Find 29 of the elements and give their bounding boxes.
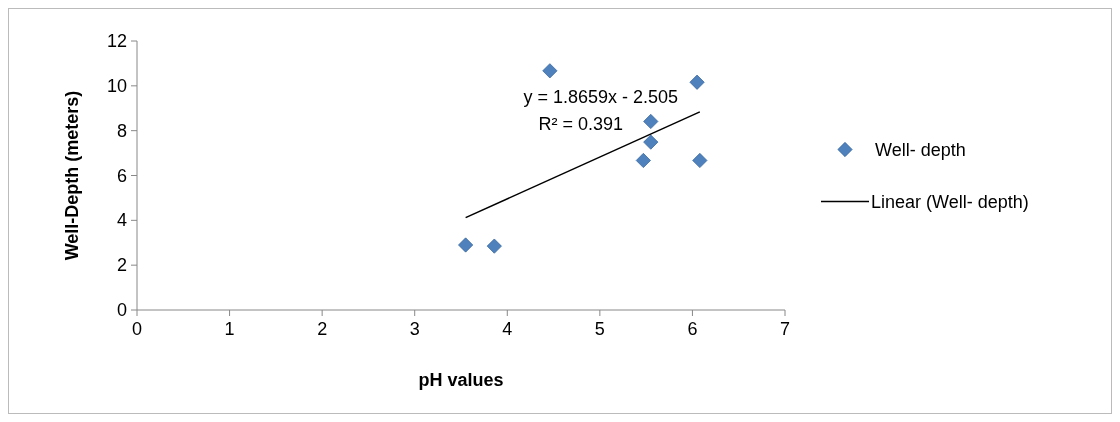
y-axis-title: Well-Depth (meters) xyxy=(62,90,82,261)
x-tick-label: 7 xyxy=(779,319,791,339)
x-tick-label: 4 xyxy=(502,319,513,339)
legend-label: Well- depth xyxy=(875,139,966,160)
point xyxy=(643,113,659,130)
y-tick-label: 8 xyxy=(116,120,127,141)
point xyxy=(635,152,651,169)
y-tick-label: 10 xyxy=(106,75,127,96)
point xyxy=(458,237,474,253)
point xyxy=(643,134,659,150)
y-tick-label: 4 xyxy=(116,210,127,231)
x-tick-label: 2 xyxy=(317,319,328,339)
x-tick-label: 5 xyxy=(594,319,605,339)
y-tick-label: 12 xyxy=(106,31,127,51)
y-tick-label: 0 xyxy=(116,300,127,320)
x-tick-label: 1 xyxy=(224,319,235,339)
y-tick-label: 6 xyxy=(116,165,127,186)
annotation: R² = 0.391 xyxy=(538,114,624,134)
x-tick-label: 3 xyxy=(409,319,420,339)
x-tick-label: 0 xyxy=(131,319,143,339)
point xyxy=(689,74,705,90)
annotation: y = 1.8659x - 2.505 xyxy=(523,87,679,107)
x-tick-label: 6 xyxy=(687,319,698,339)
x-axis-title: pH values xyxy=(418,370,504,390)
legend-label: Linear (Well- depth) xyxy=(871,191,1029,212)
y-tick-label: 2 xyxy=(116,255,127,276)
point xyxy=(692,152,708,169)
point xyxy=(486,238,502,254)
point xyxy=(542,63,558,79)
